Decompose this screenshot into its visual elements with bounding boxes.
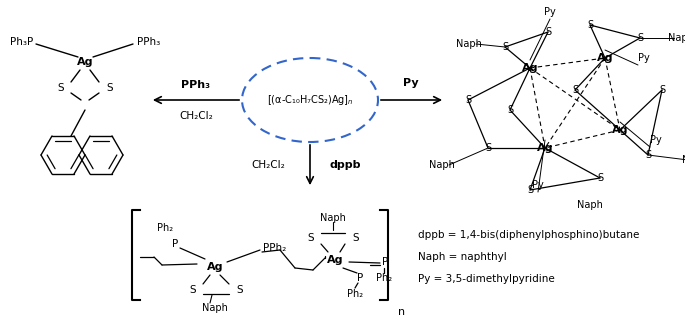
Text: [(α-C₁₀H₇CS₂)Ag]$_n$: [(α-C₁₀H₇CS₂)Ag]$_n$ xyxy=(266,93,353,107)
Text: Py = 3,5-dimethylpyridine: Py = 3,5-dimethylpyridine xyxy=(418,274,555,284)
Text: P: P xyxy=(382,257,388,267)
Text: S: S xyxy=(587,20,593,30)
Text: Ph₂: Ph₂ xyxy=(376,273,392,283)
Text: P: P xyxy=(357,273,363,283)
Text: S: S xyxy=(659,85,665,95)
Text: PPh₃: PPh₃ xyxy=(182,80,210,90)
Text: Naph = naphthyl: Naph = naphthyl xyxy=(418,252,507,262)
Text: Ag: Ag xyxy=(522,63,538,73)
Text: P: P xyxy=(172,239,178,249)
Text: Py: Py xyxy=(403,78,419,88)
Text: Py: Py xyxy=(544,7,556,17)
Text: Naph: Naph xyxy=(202,303,228,313)
Text: Ag: Ag xyxy=(612,125,628,135)
Text: Ag: Ag xyxy=(327,255,343,265)
Text: PPh₃: PPh₃ xyxy=(137,37,160,47)
Text: S: S xyxy=(572,85,578,95)
Text: Naph: Naph xyxy=(682,155,685,165)
Text: Py: Py xyxy=(532,180,544,190)
Text: Ph₃P: Ph₃P xyxy=(10,37,33,47)
Text: S: S xyxy=(502,42,508,52)
Text: Py: Py xyxy=(638,53,650,63)
Text: S: S xyxy=(189,285,196,295)
Text: Ph₂: Ph₂ xyxy=(157,223,173,233)
Text: S: S xyxy=(485,143,491,153)
Text: dppb: dppb xyxy=(330,160,362,170)
Text: S: S xyxy=(507,105,513,115)
Text: Py: Py xyxy=(650,135,662,145)
Text: S: S xyxy=(637,33,643,43)
Text: Ag: Ag xyxy=(207,262,223,272)
Text: Naph: Naph xyxy=(320,213,346,223)
Text: S: S xyxy=(597,173,603,183)
Text: CH₂Cl₂: CH₂Cl₂ xyxy=(179,111,213,121)
Text: Ag: Ag xyxy=(77,57,93,67)
Text: S: S xyxy=(106,83,112,93)
Text: Naph: Naph xyxy=(456,39,482,49)
Text: n: n xyxy=(398,307,405,317)
Text: Naph: Naph xyxy=(429,160,455,170)
Text: S: S xyxy=(352,233,359,243)
Text: Ag: Ag xyxy=(537,143,553,153)
Text: Ag: Ag xyxy=(597,53,613,63)
Text: S: S xyxy=(58,83,64,93)
Text: S: S xyxy=(645,150,651,160)
Text: Naph: Naph xyxy=(668,33,685,43)
Text: CH₂Cl₂: CH₂Cl₂ xyxy=(251,160,285,170)
Text: PPh₂: PPh₂ xyxy=(263,243,286,253)
Text: S: S xyxy=(527,185,533,195)
Text: dppb = 1,4-bis(diphenylphosphino)butane: dppb = 1,4-bis(diphenylphosphino)butane xyxy=(418,230,639,240)
Text: S: S xyxy=(308,233,314,243)
Text: Ph₂: Ph₂ xyxy=(347,289,363,299)
Text: S: S xyxy=(236,285,242,295)
Text: S: S xyxy=(545,27,551,37)
Text: Naph: Naph xyxy=(577,200,603,210)
Text: S: S xyxy=(465,95,471,105)
